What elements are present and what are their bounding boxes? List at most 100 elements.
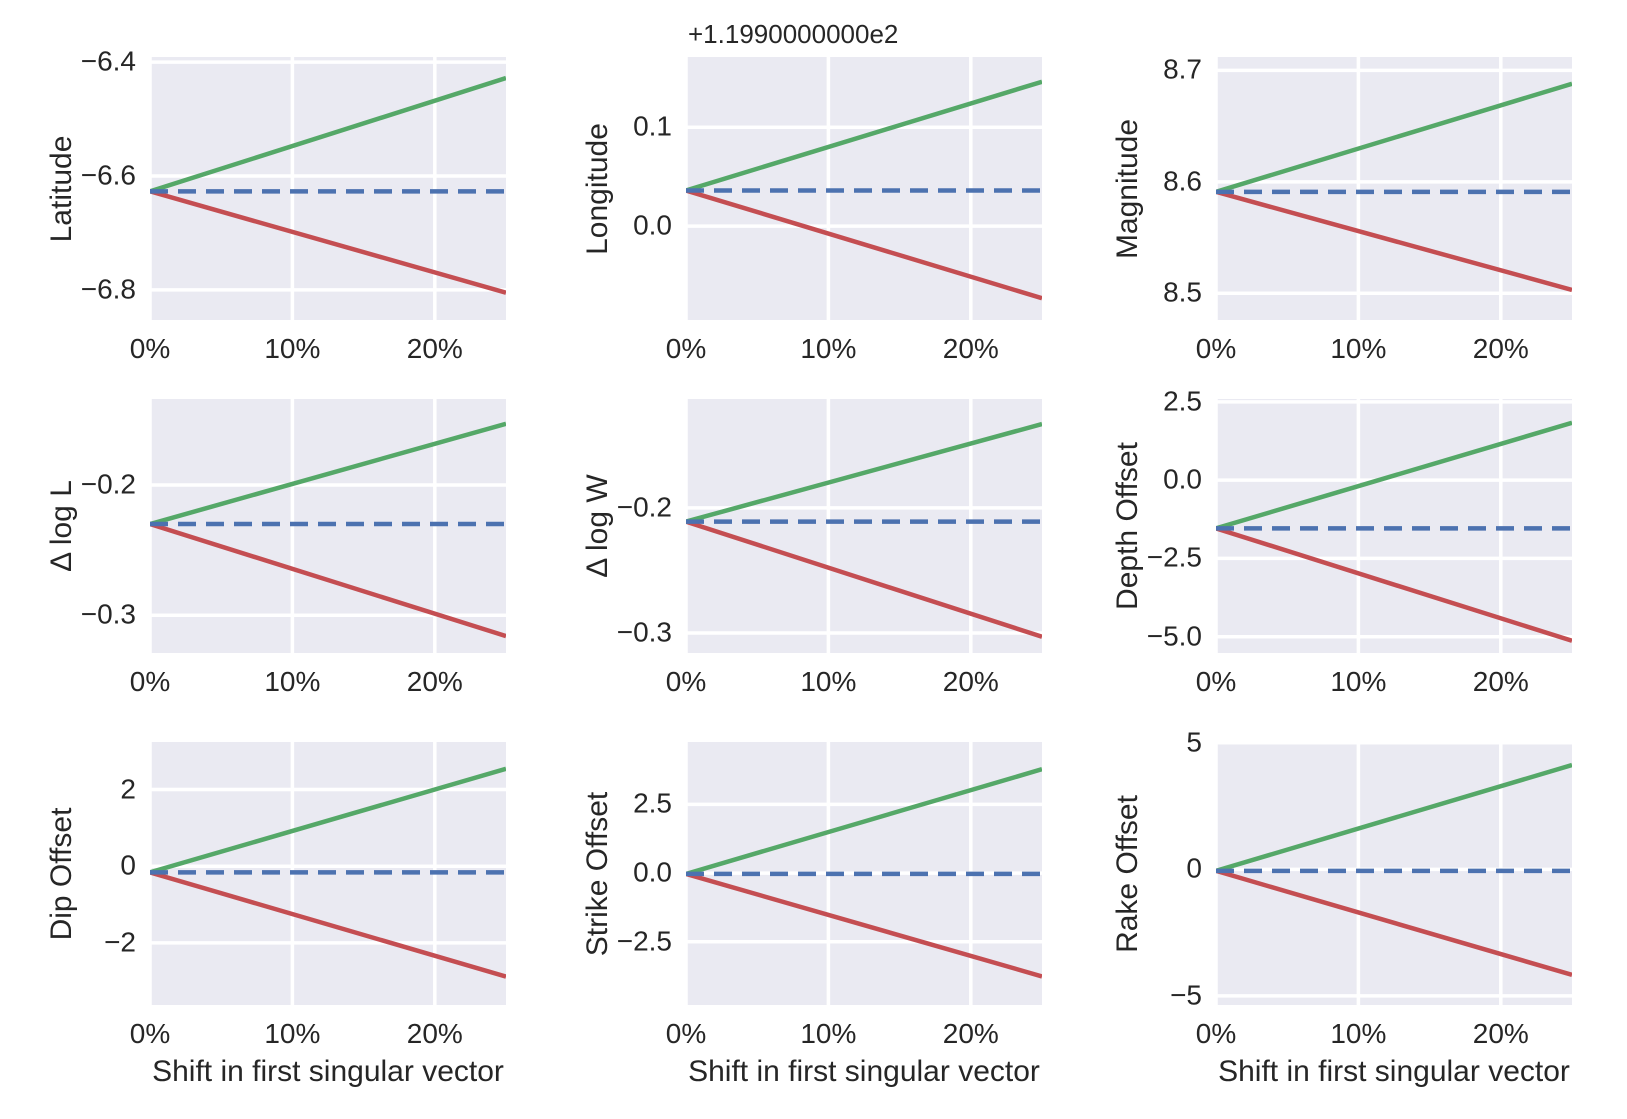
y-tick-label: −5.0 [1146,620,1202,652]
plot-canvas-6 [150,742,506,1005]
y-tick-label: −6.4 [80,45,136,77]
y-axis-label: Rake Offset [1111,794,1144,953]
y-tick-label: 0.0 [633,209,672,241]
y-tick-label: −5 [1170,979,1202,1011]
plot-background [686,742,1042,1005]
x-tick-label: 20% [1472,1018,1529,1049]
series-line-negative-shift [150,521,506,639]
series-line-negative-shift [686,519,1042,639]
x-tick-label: 0% [665,1018,707,1049]
x-tick-label: 0% [129,666,171,697]
x-tick-label: 10% [264,1018,321,1049]
x-tick-label: 20% [942,666,999,697]
y-axis-label: Longitude [581,122,614,255]
x-tick-label: 10% [1330,1018,1387,1049]
y-tick-label: −6.6 [80,159,136,191]
x-tick-label: 10% [264,333,321,364]
y-tick-label: 8.7 [1163,53,1202,85]
y-tick-label: −0.3 [616,616,672,648]
series-line-positive-shift [150,75,506,194]
y-tick-label: −6.8 [80,273,136,305]
plot-canvas-0 [150,57,506,320]
y-tick-label: 5 [1186,726,1202,758]
series-line-negative-shift [1216,868,1572,978]
series-line-negative-shift [150,870,506,979]
y-tick-label: −0.3 [80,598,136,630]
plot-background [150,742,506,1005]
x-axis-label: Shift in first singular vector [688,1055,1040,1088]
y-tick-label: 0 [1186,852,1202,884]
x-tick-label: 20% [1472,666,1529,697]
plot-canvas-4 [686,399,1042,653]
x-axis-label: Shift in first singular vector [152,1055,504,1088]
plot-canvas-2 [1216,57,1572,320]
plot-canvas-8 [1216,742,1572,1005]
y-axis-label: Δ log L [45,480,78,572]
y-tick-label: −0.2 [616,491,672,523]
series-line-negative-shift [1216,189,1572,293]
y-tick-label: 0 [120,849,136,881]
x-tick-label: 10% [800,666,857,697]
series-line-positive-shift [686,421,1042,524]
x-tick-label: 10% [264,666,321,697]
plot-background [1216,399,1572,653]
x-tick-label: 20% [406,666,463,697]
x-tick-label: 20% [1472,333,1529,364]
series-line-positive-shift [150,421,506,527]
series-line-positive-shift [1216,420,1572,531]
x-axis-label: Shift in first singular vector [1218,1055,1570,1088]
y-tick-label: 2 [120,772,136,804]
y-tick-label: −2.5 [616,925,672,957]
y-tick-label: 8.5 [1163,276,1202,308]
y-axis-label: Magnitude [1111,118,1144,259]
x-tick-label: 0% [665,666,707,697]
y-tick-label: 0.0 [1163,463,1202,495]
y-tick-label: 0.0 [633,856,672,888]
x-tick-label: 10% [800,333,857,364]
series-line-negative-shift [1216,526,1572,643]
y-tick-label: 2.5 [1163,385,1202,417]
plot-background [686,57,1042,320]
y-tick-label: 0.1 [633,110,672,142]
series-line-positive-shift [1216,762,1572,873]
series-line-negative-shift [686,871,1042,979]
series-line-positive-shift [150,766,506,875]
plot-canvas-5 [1216,399,1572,653]
x-tick-label: 0% [1195,333,1237,364]
y-axis-label: Δ log W [581,474,614,578]
y-tick-label: 8.6 [1163,165,1202,197]
x-tick-label: 10% [1330,333,1387,364]
y-tick-label: −0.2 [80,468,136,500]
x-tick-label: 20% [942,333,999,364]
x-tick-label: 0% [1195,1018,1237,1049]
y-tick-label: −2 [104,926,136,958]
y-tick-label: 2.5 [633,787,672,819]
x-tick-label: 10% [800,1018,857,1049]
series-line-positive-shift [1216,81,1572,194]
y-axis-label: Depth Offset [1111,442,1144,610]
plot-canvas-7 [686,742,1042,1005]
plot-background [150,399,506,653]
series-line-negative-shift [150,189,506,295]
plot-background [686,399,1042,653]
plot-background [1216,742,1572,1005]
plot-background [150,57,506,320]
series-line-positive-shift [686,767,1042,877]
x-tick-label: 0% [129,1018,171,1049]
plot-canvas-3 [150,399,506,653]
x-tick-label: 20% [942,1018,999,1049]
x-tick-label: 0% [1195,666,1237,697]
series-line-positive-shift [686,79,1042,193]
x-tick-label: 20% [406,333,463,364]
series-line-negative-shift [686,188,1042,301]
x-tick-label: 0% [129,333,171,364]
y-axis-offset-text: +1.1990000000e2 [688,19,899,49]
